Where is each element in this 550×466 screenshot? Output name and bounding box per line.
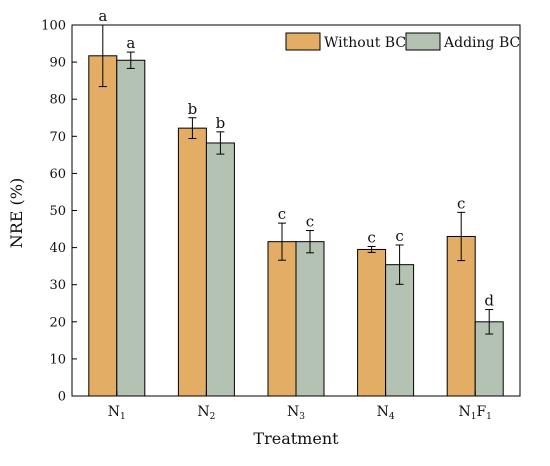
x-tick-label: N3 bbox=[287, 404, 305, 422]
significance-label: d bbox=[484, 292, 494, 310]
y-tick-label: 80 bbox=[49, 93, 66, 108]
y-tick-label: 100 bbox=[41, 19, 66, 34]
significance-labels-layer: a a bb c c c c c d bbox=[98, 7, 494, 310]
y-axis-title: NRE (%) bbox=[7, 178, 26, 249]
significance-label: c bbox=[367, 228, 375, 246]
significance-label: a bbox=[126, 34, 135, 52]
significance-label: b bbox=[216, 114, 226, 132]
x-axis: N1 N2 N3 N4 N1F1 bbox=[108, 391, 492, 422]
bar bbox=[116, 59, 146, 397]
bar bbox=[205, 142, 235, 397]
y-tick-label: 20 bbox=[49, 315, 66, 330]
y-tick-label: 10 bbox=[49, 352, 66, 367]
bar bbox=[357, 248, 387, 397]
y-tick-label: 50 bbox=[49, 204, 66, 219]
bars-layer bbox=[88, 55, 504, 397]
significance-label: a bbox=[98, 7, 107, 25]
x-axis-title: Treatment bbox=[253, 429, 339, 448]
significance-label: c bbox=[457, 194, 465, 212]
x-tick-label: N4 bbox=[377, 404, 395, 422]
significance-label: b bbox=[188, 100, 198, 118]
x-tick-label: N2 bbox=[197, 404, 215, 422]
y-tick-label: 70 bbox=[49, 130, 66, 145]
y-tick-label: 0 bbox=[58, 390, 66, 405]
bar bbox=[446, 235, 476, 397]
bar bbox=[267, 241, 297, 397]
error-bars-layer bbox=[98, 24, 494, 335]
y-tick-label: 60 bbox=[49, 167, 66, 182]
legend-label: Without BC bbox=[324, 35, 406, 51]
legend-swatch bbox=[405, 32, 441, 51]
y-axis: 0 10 20 30 40 50 60 70 80 90 100 bbox=[41, 19, 77, 405]
y-tick-label: 40 bbox=[49, 241, 66, 256]
y-tick-label: 30 bbox=[49, 278, 66, 293]
significance-label: c bbox=[395, 227, 403, 245]
significance-label: c bbox=[306, 213, 314, 231]
y-tick-label: 90 bbox=[49, 56, 66, 71]
x-tick-label: N1 bbox=[108, 404, 126, 422]
legend: Without BC Adding BC bbox=[285, 32, 520, 51]
x-tick-label: N1F1 bbox=[458, 404, 491, 422]
bar bbox=[177, 127, 207, 397]
significance-label: c bbox=[278, 205, 286, 223]
bar bbox=[88, 55, 118, 397]
legend-swatch bbox=[285, 32, 321, 51]
legend-label: Adding BC bbox=[443, 35, 520, 51]
bar bbox=[295, 241, 325, 397]
